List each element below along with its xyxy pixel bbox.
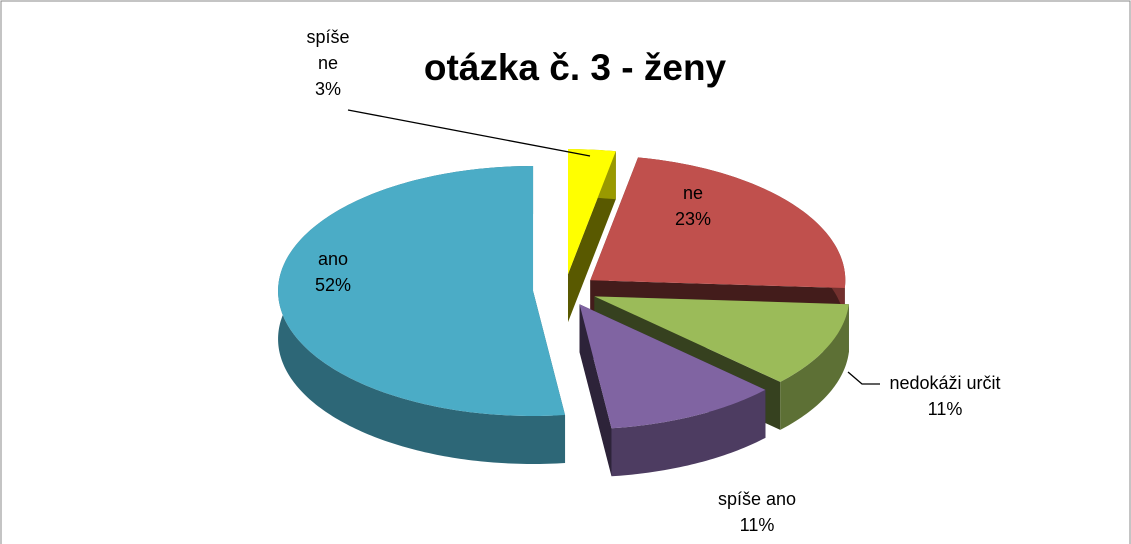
slice [590, 157, 846, 289]
slice-side [780, 304, 849, 430]
slice-side [611, 389, 766, 477]
category-label: spíše ano [717, 489, 797, 509]
slice [579, 304, 766, 429]
category-label: nedokáži určit [889, 373, 1001, 393]
leader-line [347, 109, 591, 157]
data-label: spíše ne 3% [298, 24, 358, 102]
slice [278, 166, 566, 417]
slice [568, 149, 616, 275]
pie [278, 149, 849, 477]
data-label: ne 23% [593, 180, 793, 232]
slice-side [579, 304, 612, 477]
slice [594, 296, 849, 382]
value-label: 11% [739, 515, 775, 535]
data-label: ano 52% [233, 246, 433, 298]
category-label: ne [682, 183, 704, 203]
category-label: spíše ne [306, 27, 350, 73]
value-label: 23% [674, 209, 712, 229]
value-label: 3% [314, 79, 341, 99]
value-label: 52% [314, 275, 352, 295]
chart-title: otázka č. 3 - ženy [424, 47, 727, 88]
category-label: ano [317, 249, 349, 269]
value-label: 11% [927, 399, 963, 419]
data-label: spíše ano 11% [657, 486, 857, 538]
data-label: nedokáži určit 11% [845, 370, 1045, 422]
leader-line [847, 371, 880, 385]
